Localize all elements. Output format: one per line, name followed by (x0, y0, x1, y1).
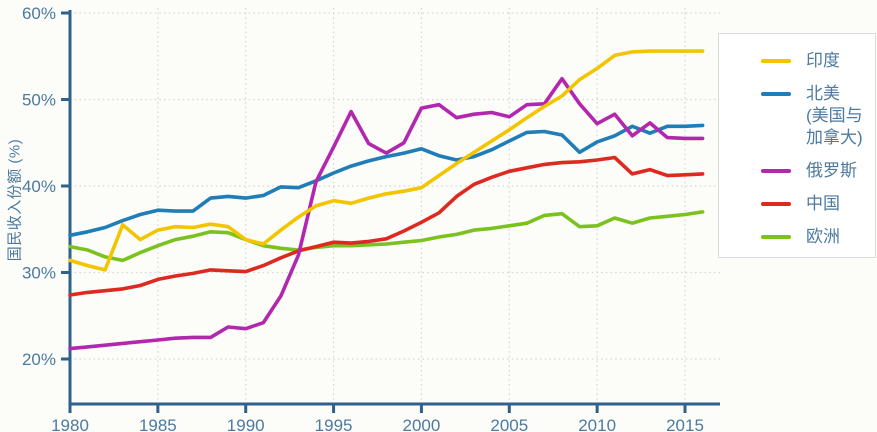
x-tick-label: 1985 (139, 416, 177, 432)
y-tick-label: 30% (22, 264, 56, 283)
series-line-north-america (68, 123, 705, 238)
x-tick-label: 1980 (51, 416, 89, 432)
y-tick-label: 50% (22, 91, 56, 110)
legend-label-europe: 欧洲 (806, 227, 840, 246)
x-tick-label: 2000 (403, 416, 441, 432)
legend-item-north-america: 北美 (美国与 加拿大) (761, 83, 875, 149)
series-line-europe (68, 210, 705, 263)
x-tick-label: 2010 (578, 416, 616, 432)
legend-label-china: 中国 (806, 194, 840, 213)
x-tick-label: 1990 (227, 416, 265, 432)
china-line-swatch (761, 202, 791, 206)
legend-item-russia: 俄罗斯 (761, 160, 875, 182)
x-tick-label: 1995 (315, 416, 353, 432)
europe-line-swatch (761, 235, 791, 239)
india-line-swatch (761, 59, 791, 63)
legend: 印度北美 (美国与 加拿大) 俄罗斯中国欧洲 (718, 33, 876, 258)
series-line-india (68, 49, 705, 272)
x-tick-label: 2015 (666, 416, 704, 432)
x-tick-label: 2005 (490, 416, 528, 432)
y-axis-title: 国民收入份额 (%) (6, 138, 24, 262)
legend-label-india: 印度 (806, 51, 840, 70)
legend-label-north-america: 北美 (美国与 加拿大) (806, 84, 863, 147)
russia-line-swatch (761, 169, 791, 173)
series-line-china (68, 155, 705, 297)
north-america-line-swatch (761, 92, 791, 96)
y-tick-label: 60% (22, 4, 56, 23)
series-line-russia (68, 76, 705, 351)
legend-item-europe: 欧洲 (761, 226, 875, 248)
y-tick-label: 40% (22, 177, 56, 196)
legend-item-india: 印度 (761, 50, 875, 72)
legend-label-russia: 俄罗斯 (806, 161, 857, 180)
y-tick-label: 20% (22, 350, 56, 369)
legend-item-china: 中国 (761, 193, 875, 215)
